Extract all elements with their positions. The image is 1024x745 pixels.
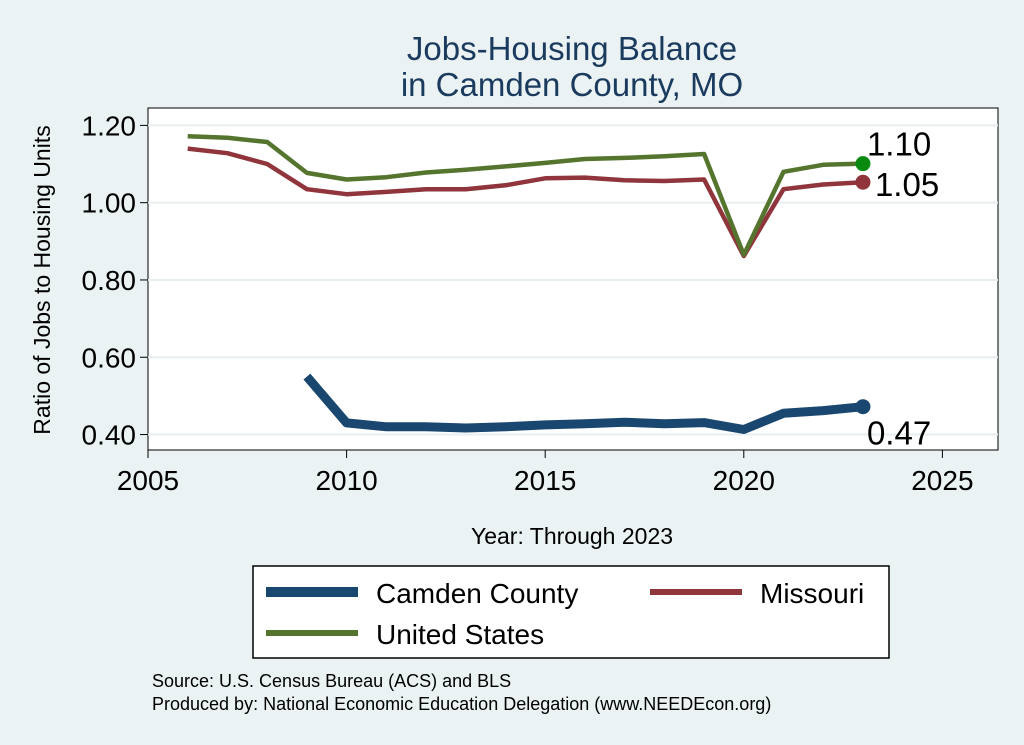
endpoint-label-missouri: 1.05 bbox=[875, 166, 939, 203]
y-tick-label: 1.20 bbox=[82, 110, 137, 141]
x-axis-label: Year: Through 2023 bbox=[471, 523, 673, 549]
series-endpoints: 0.47 1.051.10 bbox=[855, 126, 939, 452]
legend-label-missouri: Missouri bbox=[760, 578, 864, 609]
endpoint-marker-missouri bbox=[855, 174, 871, 190]
y-axis-label: Ratio of Jobs to Housing Units bbox=[29, 125, 55, 434]
series-lines bbox=[187, 133, 864, 434]
y-tick-label: 0.60 bbox=[82, 342, 137, 373]
endpoint-label-camden-county: 0.47 bbox=[867, 415, 931, 452]
endpoint-label-united-states: 1.10 bbox=[867, 126, 931, 163]
legend: Camden County Missouri United States bbox=[252, 565, 890, 659]
x-tick-label: 2025 bbox=[911, 465, 973, 496]
x-tick-label: 2005 bbox=[117, 465, 179, 496]
legend-box bbox=[252, 565, 890, 659]
produced-by-note: Produced by: National Economic Education… bbox=[152, 694, 771, 714]
series-line-united-states bbox=[187, 133, 864, 258]
gridlines bbox=[148, 124, 998, 436]
endpoint-marker-united-states bbox=[855, 156, 871, 172]
x-axis-ticks: 2005 2010 2015 2020 2025 bbox=[117, 450, 974, 496]
source-note: Source: U.S. Census Bureau (ACS) and BLS bbox=[152, 671, 511, 691]
y-tick-label: 1.00 bbox=[82, 188, 137, 219]
y-tick-label: 0.40 bbox=[82, 420, 137, 451]
series-line-camden-county bbox=[303, 373, 864, 434]
x-tick-label: 2015 bbox=[514, 465, 576, 496]
x-tick-label: 2010 bbox=[315, 465, 377, 496]
x-tick-label: 2020 bbox=[713, 465, 775, 496]
chart-title-line-2: in Camden County, MO bbox=[401, 66, 743, 103]
endpoint-marker-camden-county bbox=[855, 399, 871, 415]
legend-label-camden-county: Camden County bbox=[376, 578, 578, 609]
legend-label-united-states: United States bbox=[376, 619, 544, 650]
y-axis-ticks: 0.40 0.60 0.80 1.00 1.20 bbox=[82, 110, 148, 451]
chart-title-line-1: Jobs-Housing Balance bbox=[407, 30, 737, 67]
y-tick-label: 0.80 bbox=[82, 265, 137, 296]
